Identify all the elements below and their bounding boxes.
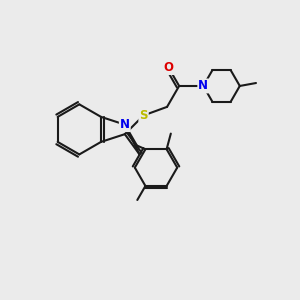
Text: S: S <box>139 109 148 122</box>
Text: N: N <box>120 118 130 131</box>
Text: O: O <box>164 61 173 74</box>
Text: N: N <box>198 80 208 92</box>
